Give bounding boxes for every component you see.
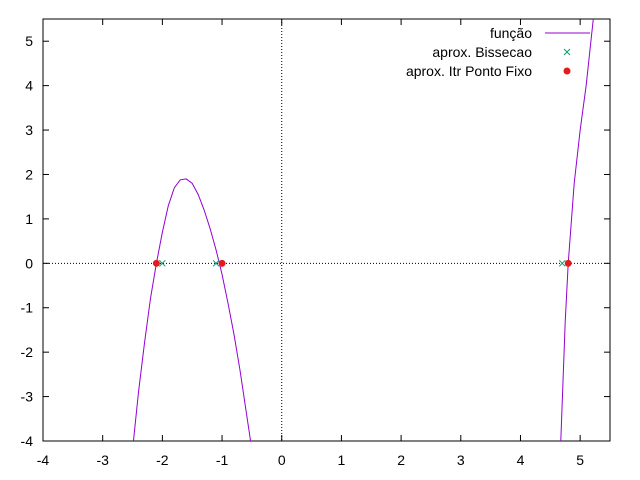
x-tick-label: -3 xyxy=(96,452,109,468)
bissecao-point-stroke-b xyxy=(159,259,166,267)
x-tick-label: 0 xyxy=(278,452,286,468)
bissecao-point-stroke-b xyxy=(212,259,220,267)
ponto-fixo-point xyxy=(564,259,572,267)
y-tick-label: 3 xyxy=(25,122,33,138)
y-tick-label: 1 xyxy=(25,211,33,227)
x-tick-label: -2 xyxy=(156,452,169,468)
x-tick-label: 4 xyxy=(517,452,525,468)
legend: função aprox. Bissecao aprox. Itr Ponto Fi… xyxy=(406,25,590,79)
x-tick-label: 3 xyxy=(457,452,465,468)
x-tick-label: 2 xyxy=(397,452,405,468)
legend-label: aprox. Itr Ponto Fixo xyxy=(406,63,532,79)
y-tick-label: -3 xyxy=(21,389,34,405)
bissecao-point xyxy=(159,259,166,267)
legend-cross-sample xyxy=(563,48,571,56)
legend-star-sample xyxy=(563,67,571,75)
series-funcao-line-segment xyxy=(132,178,252,441)
x-tick-label: -1 xyxy=(216,452,229,468)
ponto-fixo-point xyxy=(218,259,226,267)
series-funcao-line-segment xyxy=(560,19,594,441)
x-tick-label: 5 xyxy=(576,452,584,468)
zero-axes xyxy=(43,19,610,441)
bissecao-point xyxy=(558,259,566,267)
plot-frame xyxy=(42,18,611,442)
y-tick-label: 0 xyxy=(25,255,33,271)
bissecao-point-stroke-b xyxy=(558,259,566,267)
x-tick-label: 1 xyxy=(338,452,346,468)
series-layer xyxy=(132,19,594,441)
y-tick-label: -1 xyxy=(21,300,34,316)
bissecao-point xyxy=(212,259,220,267)
legend-cross-sample-stroke-b xyxy=(563,48,571,56)
y-tick-label: 4 xyxy=(25,78,33,94)
legend-label: aprox. Bissecao xyxy=(432,44,532,60)
y-tick-label: -2 xyxy=(21,344,34,360)
y-tick-label: 2 xyxy=(25,166,33,182)
tick-labels: -4 -3 -2 -1 0 1 2 3 4 5 -4 -3 -2 -1 0 1 2 3 4 5 xyxy=(21,33,585,468)
y-tick-label: 5 xyxy=(25,33,33,49)
ponto-fixo-point xyxy=(152,259,160,267)
tick-marks xyxy=(42,19,610,442)
legend-label: função xyxy=(490,25,532,41)
x-tick-label: -4 xyxy=(37,452,50,468)
y-tick-label: -4 xyxy=(21,433,34,449)
